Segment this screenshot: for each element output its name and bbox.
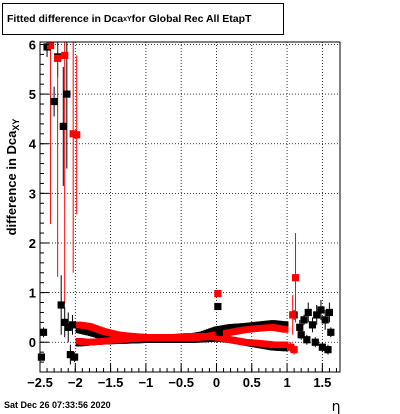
band-layer [75, 320, 289, 352]
y-tick-label: 5 [29, 87, 36, 102]
x-axis-label: η [332, 399, 341, 414]
data-point [289, 311, 297, 319]
data-point [61, 51, 69, 59]
data-point [318, 343, 326, 351]
data-point [300, 316, 308, 324]
band-marker [282, 344, 289, 352]
data-point [64, 323, 72, 331]
data-point [37, 353, 46, 361]
data-point [73, 131, 81, 139]
y-axis-label: difference in DcaXY [4, 119, 21, 236]
data-point [290, 346, 298, 354]
data-point [54, 54, 62, 62]
chart-title-prefix: Fitted difference in Dca [7, 13, 124, 25]
data-point [297, 331, 305, 339]
band-marker [282, 341, 289, 348]
data-point [304, 308, 312, 317]
axis-ticks: −2.5 −2 −1.5 −1 −0.5 0 0.5 1 1.5 0 1 2 3 4 5 6 [27, 37, 337, 390]
data-point [63, 90, 71, 98]
data-point [317, 306, 325, 314]
data-point [308, 321, 317, 329]
chart-title-suffix: for Global Rec All EtapT [131, 13, 252, 25]
chart-title: Fitted difference in Dca xY for Global Re… [2, 3, 284, 35]
data-point [311, 338, 319, 346]
x-tick-label: −1.5 [98, 375, 124, 390]
markers [37, 41, 335, 361]
data-point [325, 308, 334, 317]
grid [39, 42, 340, 372]
data-point [324, 346, 332, 354]
y-axis-label-main: difference in Dca [4, 130, 19, 236]
band-marker [282, 321, 289, 328]
data-point [66, 351, 74, 359]
data-point [214, 302, 222, 311]
data-point [61, 318, 69, 326]
timestamp: Sat Dec 26 07:33:56 2020 [4, 400, 111, 410]
y-tick-label: 0 [29, 335, 36, 350]
y-tick-label: 3 [29, 186, 36, 201]
y-tick-label: 6 [29, 37, 36, 52]
data-point [70, 353, 79, 361]
data-point [303, 336, 311, 344]
chart-title-sub: xY [123, 15, 132, 23]
data-point [296, 323, 304, 331]
data-point [68, 321, 77, 329]
data-point [57, 301, 65, 309]
data-point [321, 316, 329, 324]
data-point [46, 41, 55, 50]
data-point [313, 311, 321, 319]
data-point [59, 122, 67, 130]
x-tick-label: 1.5 [313, 375, 331, 390]
data-point [327, 328, 335, 336]
band-marker [282, 326, 289, 333]
x-tick-label: −0.5 [168, 375, 194, 390]
x-tick-label: −1 [138, 375, 153, 390]
x-tick-label: 1 [283, 375, 290, 390]
data-point [215, 328, 223, 336]
data-point [50, 97, 58, 106]
x-tick-label: −2.5 [27, 375, 53, 390]
x-tick-label: −2 [68, 375, 83, 390]
data-point [214, 289, 222, 298]
x-tick-label: 0.5 [243, 375, 261, 390]
y-axis-label-sub: XY [11, 119, 21, 131]
y-tick-label: 1 [29, 286, 36, 301]
plot-frame [39, 41, 341, 373]
y-tick-label: 2 [29, 236, 36, 251]
x-tick-label: 0 [213, 375, 220, 390]
y-tick-label: 4 [29, 137, 37, 152]
data-point [291, 274, 300, 282]
